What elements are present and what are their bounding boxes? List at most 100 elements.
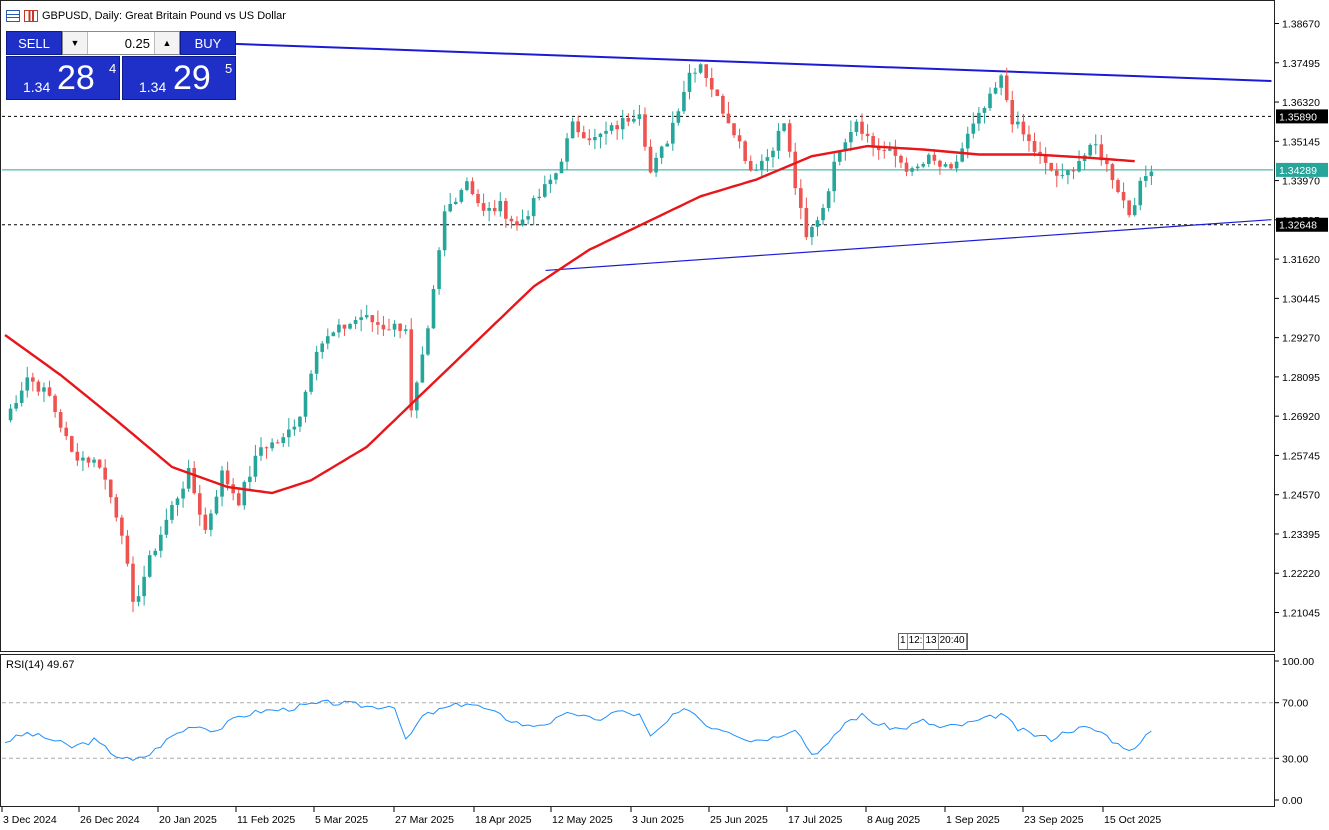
chart-list-icon[interactable] <box>6 10 20 22</box>
candle <box>1144 165 1148 188</box>
candle <box>854 119 859 137</box>
candle-body <box>737 135 742 142</box>
candle <box>832 150 836 203</box>
candle <box>8 404 13 423</box>
rsi-line <box>4 699 1152 761</box>
candle <box>164 508 169 538</box>
candle <box>459 188 464 204</box>
candle-body <box>565 138 569 162</box>
candle <box>949 162 953 170</box>
timeframe-strip[interactable]: 1 12: 13 20:40 <box>898 633 968 650</box>
candle <box>654 152 658 177</box>
candle <box>170 500 174 524</box>
candle <box>64 421 69 440</box>
candle <box>771 147 775 168</box>
symbol-icon[interactable] <box>24 10 38 22</box>
tf-item[interactable]: 1 <box>899 634 908 649</box>
candle <box>487 201 491 222</box>
candle <box>520 209 525 227</box>
candle-body <box>632 118 636 122</box>
candle <box>849 120 853 152</box>
sell-price-prefix: 1.34 <box>23 79 51 95</box>
candle <box>398 323 402 339</box>
volume-up-icon[interactable]: ▲ <box>155 32 179 54</box>
candle-body <box>264 447 269 449</box>
candle-body <box>659 146 664 158</box>
y-tick-label: 1.35145 <box>1282 136 1320 148</box>
candle-body <box>342 324 347 329</box>
candle <box>203 507 208 534</box>
tf-item[interactable]: 13 <box>924 634 939 649</box>
candle <box>120 514 124 545</box>
candle <box>726 101 731 124</box>
candle <box>548 174 553 193</box>
candle <box>364 304 369 320</box>
buy-price-box[interactable]: 1.34 29 5 <box>122 56 236 100</box>
tf-item[interactable]: 12: <box>908 634 925 649</box>
candle <box>242 480 247 510</box>
candle <box>1116 178 1120 194</box>
candle-body <box>1032 141 1037 152</box>
candle-body <box>1116 180 1120 192</box>
candle-body <box>709 78 714 90</box>
x-tick-label: 18 Apr 2025 <box>475 814 532 826</box>
upper-trendline[interactable] <box>234 42 1272 82</box>
candle <box>1088 143 1092 157</box>
support-price-tag: 1.32648 <box>1276 217 1328 232</box>
candle-body <box>882 150 887 152</box>
x-tick-label: 8 Aug 2025 <box>867 814 920 826</box>
candle-body <box>1132 205 1137 216</box>
candle-body <box>281 437 286 444</box>
candle <box>632 109 636 124</box>
candle <box>248 465 252 491</box>
candle-body <box>537 196 542 199</box>
candle <box>704 64 708 87</box>
candle <box>926 152 931 168</box>
candle-body <box>320 343 325 352</box>
candle-body <box>832 161 836 192</box>
candle-body <box>337 324 341 333</box>
candle <box>92 456 96 468</box>
candle <box>97 459 102 470</box>
candle-body <box>888 148 892 151</box>
main-plot-frame <box>0 0 1275 652</box>
candle <box>1049 162 1054 172</box>
candle <box>86 456 91 468</box>
candle-body <box>932 154 937 161</box>
candle-body <box>309 373 313 392</box>
candle <box>760 154 764 178</box>
x-tick-label: 12 May 2025 <box>552 814 613 826</box>
candle-body <box>1138 180 1143 206</box>
y-tick-label: 1.30445 <box>1282 293 1320 305</box>
candle-body <box>19 390 24 403</box>
lower-trendline[interactable] <box>545 219 1272 272</box>
volume-down-icon[interactable]: ▼ <box>63 32 87 54</box>
sell-price-box[interactable]: 1.34 28 4 <box>6 56 120 100</box>
candle <box>615 120 619 140</box>
candle-body <box>765 157 770 161</box>
candle-body <box>159 534 163 551</box>
buy-price-prefix: 1.34 <box>139 79 167 95</box>
candle-body <box>1027 134 1031 142</box>
candle-body <box>364 315 369 318</box>
candle <box>871 132 875 157</box>
sell-price-sup: 4 <box>109 61 117 76</box>
candle-body <box>376 322 380 325</box>
candle-body <box>275 442 280 444</box>
sell-button[interactable]: SELL <box>6 31 62 55</box>
candle <box>876 138 881 160</box>
candle <box>1149 165 1154 185</box>
candle <box>531 195 536 226</box>
candle-body <box>732 123 736 136</box>
candle-body <box>771 150 775 158</box>
candle <box>1021 113 1026 142</box>
candle-body <box>431 288 436 329</box>
candle <box>14 395 18 412</box>
candle-body <box>787 123 792 152</box>
resistance-price-tag-text: 1.35890 <box>1279 111 1317 123</box>
buy-button[interactable]: BUY <box>180 31 236 55</box>
x-tick-label: 3 Jun 2025 <box>632 814 684 826</box>
tf-item[interactable]: 20:40 <box>939 634 967 649</box>
volume-input[interactable] <box>87 32 155 54</box>
